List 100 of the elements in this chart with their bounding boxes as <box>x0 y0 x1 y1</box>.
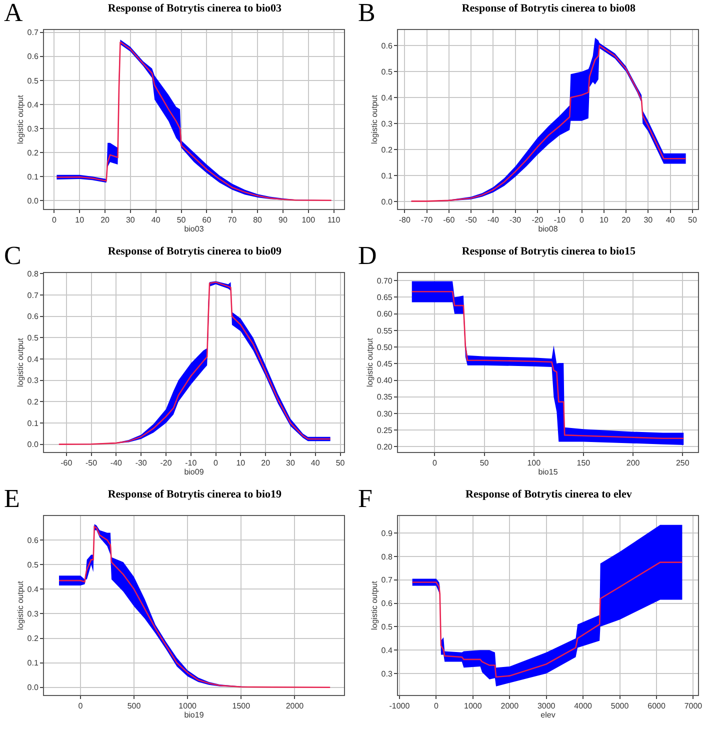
y-tick-label: 0.50 <box>376 342 393 352</box>
y-tick-label: 0.5 <box>381 622 393 632</box>
y-tick-label: 0.60 <box>376 310 393 319</box>
y-tick-label: 0.7 <box>27 290 39 300</box>
y-axis-title: logistic output <box>370 580 379 630</box>
x-tick-label: 0 <box>432 458 438 468</box>
y-tick-label: 0.1 <box>27 172 39 182</box>
x-tick-label: 40 <box>151 216 161 225</box>
chart-title: Response of Botrytis cinerea to bio19 <box>108 488 282 500</box>
x-tick-label: -40 <box>487 216 500 225</box>
chart-title: Response of Botrytis cinerea to bio15 <box>462 245 636 258</box>
y-tick-label: 0.3 <box>381 669 393 678</box>
y-tick-label: 0.1 <box>27 658 39 668</box>
y-tick-label: 0.7 <box>381 576 393 585</box>
x-tick-label: -60 <box>443 216 456 225</box>
y-tick-label: 0.3 <box>27 610 39 619</box>
x-tick-label: 100 <box>302 216 316 225</box>
y-tick-label: 0.0 <box>27 196 39 206</box>
chart-title: Response of Botrytis cinerea to bio08 <box>462 2 636 14</box>
x-tick-label: 50 <box>688 216 698 225</box>
y-tick-label: 0.2 <box>27 634 39 644</box>
y-tick-label: 0.6 <box>381 599 393 608</box>
y-tick-label: 0.2 <box>27 397 39 406</box>
x-tick-label: -80 <box>398 216 411 225</box>
chart-title: Response of Botrytis cinerea to bio09 <box>108 245 282 258</box>
text: C <box>4 241 22 271</box>
y-axis-title: logistic output <box>366 337 375 387</box>
x-axis-title: bio15 <box>538 468 558 477</box>
x-tick-label: 0 <box>434 702 439 711</box>
y-tick-label: 0.5 <box>27 333 39 342</box>
x-axis-title: bio08 <box>538 224 558 234</box>
x-tick-label: -40 <box>110 458 123 468</box>
x-tick-label: -1000 <box>389 702 410 711</box>
y-tick-label: 0.25 <box>376 426 393 435</box>
y-tick-label: 0.4 <box>381 646 393 655</box>
y-tick-label: 0.70 <box>376 276 393 286</box>
chart-title: Response of Botrytis cinerea to bio03 <box>108 2 282 14</box>
y-tick-label: 0.3 <box>27 376 39 386</box>
x-tick-label: 90 <box>278 216 288 225</box>
y-tick-label: 0.40 <box>376 376 393 386</box>
x-tick-label: 20 <box>261 458 271 468</box>
y-tick-label: 0.0 <box>381 197 393 206</box>
y-tick-label: 0.6 <box>381 41 393 50</box>
x-tick-label: 0 <box>78 702 84 711</box>
x-axis-title: elev <box>540 710 556 720</box>
x-tick-label: -30 <box>135 458 148 468</box>
x-tick-label: 0 <box>214 458 219 468</box>
y-tick-label: 0.4 <box>27 100 39 110</box>
y-tick-label: 0.5 <box>27 560 39 570</box>
x-tick-label: 20 <box>622 216 632 225</box>
y-tick-label: 0.6 <box>27 536 39 545</box>
y-tick-label: 0.30 <box>376 409 393 418</box>
x-tick-label: 4000 <box>574 702 593 711</box>
y-tick-label: 0.2 <box>381 145 393 154</box>
x-tick-label: 60 <box>202 216 212 225</box>
y-tick-label: 0.4 <box>27 584 39 594</box>
text: F <box>358 484 372 514</box>
x-tick-label: -50 <box>86 458 98 468</box>
x-tick-label: 30 <box>644 216 654 225</box>
x-tick-label: 2000 <box>500 702 520 711</box>
chart-title: Response of Botrytis cinerea to elev <box>466 488 632 500</box>
x-tick-label: 10 <box>236 458 246 468</box>
y-tick-label: 0.1 <box>27 418 39 428</box>
x-tick-label: 10 <box>599 216 609 225</box>
x-tick-label: 20 <box>100 216 110 225</box>
y-tick-label: 0.4 <box>381 93 393 102</box>
text: B <box>358 0 376 28</box>
x-tick-label: -70 <box>421 216 434 225</box>
y-tick-label: 0.3 <box>381 119 393 128</box>
y-tick-label: 0.6 <box>27 312 39 322</box>
y-tick-label: 0.6 <box>27 52 39 62</box>
x-tick-label: 1000 <box>178 702 198 711</box>
y-tick-label: 0.65 <box>376 293 393 302</box>
y-tick-label: 0.3 <box>27 124 39 134</box>
x-tick-label: 150 <box>576 458 591 468</box>
x-tick-label: 0 <box>52 216 57 225</box>
y-tick-label: 0.7 <box>27 28 39 38</box>
x-tick-label: 100 <box>527 458 542 468</box>
x-tick-label: 10 <box>75 216 85 225</box>
x-tick-label: 40 <box>666 216 676 225</box>
x-tick-label: -30 <box>510 216 522 225</box>
y-tick-label: 0.35 <box>376 392 393 402</box>
y-tick-label: 0.8 <box>27 269 39 278</box>
x-tick-label: 80 <box>253 216 263 225</box>
x-tick-label: 50 <box>336 458 346 468</box>
text: E <box>4 484 20 514</box>
x-tick-label: 6000 <box>648 702 666 711</box>
x-tick-label: 110 <box>327 216 341 225</box>
x-tick-label: 5000 <box>610 702 630 711</box>
y-tick-label: 0.45 <box>376 359 393 368</box>
x-tick-label: 70 <box>228 216 238 225</box>
y-tick-label: 0.8 <box>381 552 393 562</box>
x-tick-label: 50 <box>480 458 490 468</box>
line-series <box>412 562 683 678</box>
x-tick-label: -20 <box>160 458 172 468</box>
x-tick-label: 1000 <box>464 702 482 711</box>
y-tick-label: 0.0 <box>27 683 39 692</box>
y-tick-label: 0.5 <box>27 76 39 86</box>
x-tick-label: -50 <box>465 216 478 225</box>
y-axis-title: logistic output <box>16 94 25 144</box>
